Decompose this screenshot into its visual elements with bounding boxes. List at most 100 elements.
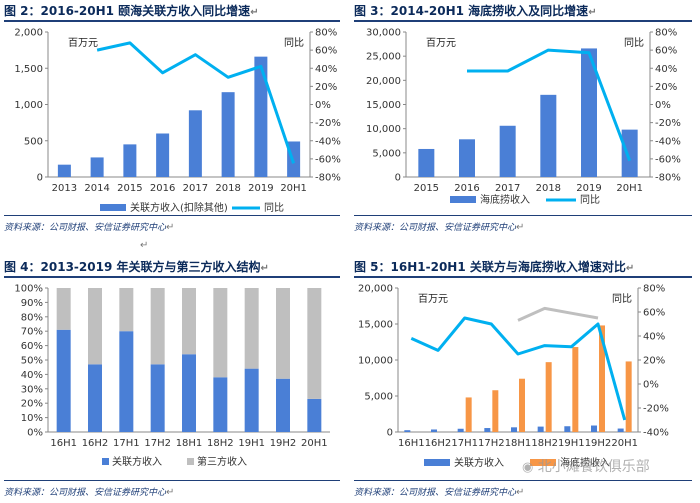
y2-tick-label: -40%: [315, 136, 341, 147]
legend-swatch-bar: [424, 459, 450, 466]
line-关联方收入同比: [410, 316, 627, 421]
figure-3-source: 资料来源：公司财报、安信证券研究中心↵: [354, 222, 525, 233]
figure-3-title-rule: [354, 20, 692, 22]
figure-3-panel: 图 3：2014-20H1 海底捞收入及同比增速↵ 0 5,000 10,000 15…: [354, 2, 696, 237]
bar-关联方收入: [307, 398, 322, 432]
x-tick-label: 16H1: [398, 438, 425, 449]
y2-tick-label: -80%: [655, 173, 681, 184]
bar-关联方收入(扣除其他): [188, 110, 202, 177]
y-tick-label: 0: [387, 428, 393, 439]
y-unit-label: 百万元: [418, 293, 448, 305]
bar-第三方收入: [276, 288, 290, 379]
figure-4-title-rule: [4, 276, 340, 278]
y-tick-label: 60%: [21, 341, 43, 352]
bar-关联方收入: [244, 368, 259, 432]
wechat-icon: ◉: [522, 460, 534, 475]
x-tick-label: 2017: [183, 183, 208, 194]
y2-tick-label: 80%: [315, 28, 337, 39]
bar-海底捞收入: [540, 94, 557, 177]
figure-2-source-rule: [4, 215, 340, 216]
bar-第三方收入: [119, 288, 134, 332]
bar-关联方收入: [404, 430, 411, 432]
y-tick-label: 30%: [21, 384, 43, 395]
x-tick-label: 2016: [150, 183, 175, 194]
watermark: ◉ 北小滩餐饮俱乐部: [522, 459, 650, 475]
bar-关联方收入(扣除其他): [57, 164, 71, 177]
y-tick-label: 90%: [21, 298, 43, 309]
bar-关联方收入(扣除其他): [156, 133, 170, 177]
y2-tick-label: 60%: [655, 46, 677, 57]
x-tick-label: 20H1: [301, 438, 328, 449]
x-tick-label: 2018: [215, 183, 240, 194]
y-tick-label: 30,000: [366, 28, 401, 39]
bar-关联方收入: [56, 329, 71, 432]
y-tick-label: 15,000: [358, 320, 393, 331]
y-tick-label: 80%: [21, 312, 43, 323]
y-tick-label: 0: [37, 173, 43, 184]
bar-海底捞收入: [545, 362, 552, 432]
y-unit-label: 百万元: [426, 37, 456, 49]
x-tick-label: 17H2: [478, 438, 505, 449]
x-tick-label: 16H1: [50, 438, 77, 449]
x-tick-label: 2019: [576, 183, 601, 194]
y2-tick-label: 60%: [315, 46, 337, 57]
y2-tick-label: -80%: [315, 173, 341, 184]
x-tick-label: 18H1: [505, 438, 532, 449]
x-tick-label: 20H1: [616, 183, 643, 194]
x-tick-label: 18H2: [531, 438, 558, 449]
y2-tick-label: 80%: [643, 284, 665, 295]
legend-label: 关联方收入: [112, 455, 162, 468]
legend-swatch-bar: [187, 458, 194, 465]
bar-海底捞收入: [599, 325, 605, 432]
bar-海底捞收入: [625, 361, 632, 432]
x-tick-label: 2018: [536, 183, 561, 194]
line-同比: [96, 41, 296, 164]
bar-海底捞收入: [572, 347, 579, 432]
y-tick-label: 500: [24, 136, 43, 147]
y2-tick-label: 20%: [643, 356, 665, 367]
legend-label: 同比: [264, 202, 284, 214]
x-tick-label: 20H1: [611, 438, 638, 449]
x-tick-label: 2015: [117, 183, 142, 194]
y-unit-label: 百万元: [68, 37, 98, 49]
y2-tick-label: -60%: [315, 154, 341, 165]
y-tick-label: 1,500: [14, 64, 43, 75]
x-tick-label: 2019: [248, 183, 273, 194]
y-tick-label: 15,000: [366, 100, 401, 111]
x-tick-label: 2014: [84, 183, 109, 194]
y2-unit-label: 同比: [624, 37, 644, 49]
y2-tick-label: 40%: [315, 64, 337, 75]
bar-第三方收入: [88, 288, 102, 365]
bar-海底捞收入: [459, 139, 475, 177]
bar-关联方收入: [537, 426, 544, 432]
y-tick-label: 70%: [21, 327, 43, 338]
bar-第三方收入: [213, 288, 228, 378]
x-tick-label: 20H1: [280, 183, 307, 194]
y-tick-label: 10,000: [358, 356, 393, 367]
figure-5-title-rule: [354, 276, 692, 278]
bar-关联方收入: [591, 425, 597, 432]
bar-关联方收入: [457, 428, 464, 432]
bar-关联方收入: [88, 364, 102, 432]
y-tick-label: 10,000: [366, 124, 401, 135]
figure-4-source: 资料来源：公司财报、安信证券研究中心↵: [4, 487, 175, 498]
figure-3-source-rule: [354, 215, 692, 216]
y2-tick-label: -40%: [655, 136, 681, 147]
bar-海底捞收入: [418, 148, 435, 177]
x-tick-label: 19H1: [238, 438, 265, 449]
bar-海底捞收入: [492, 390, 499, 432]
y2-tick-label: -20%: [315, 118, 341, 129]
bar-海底捞收入: [499, 125, 516, 177]
y-tick-label: 100%: [14, 284, 43, 295]
x-tick-label: 19H2: [270, 438, 297, 449]
y-tick-label: 25,000: [366, 52, 401, 63]
figure-2-source: 资料来源：公司财报、安信证券研究中心↵: [4, 222, 175, 233]
figure-5-title: 图 5：16H1-20H1 关联方与海底捞收入增速对比↵: [354, 260, 635, 274]
x-tick-label: 18H1: [176, 438, 203, 449]
bar-关联方收入: [511, 427, 517, 432]
x-tick-label: 19H1: [558, 438, 585, 449]
x-tick-label: 17H2: [144, 438, 171, 449]
bar-关联方收入: [617, 428, 624, 432]
legend-label: 海底捞收入: [480, 193, 530, 206]
y-tick-label: 5,000: [372, 148, 401, 159]
